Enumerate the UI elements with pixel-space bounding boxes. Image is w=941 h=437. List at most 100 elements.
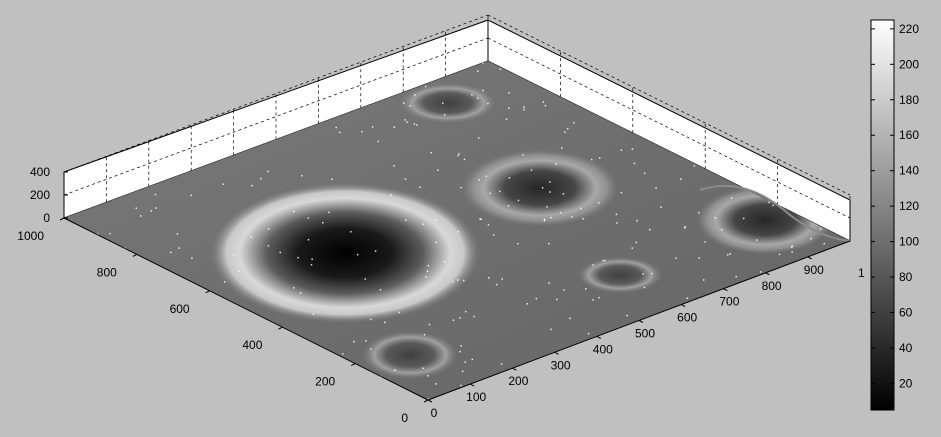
speckle: [456, 279, 459, 281]
speckle: [370, 348, 372, 350]
colorbar-tick-label: 180: [899, 93, 919, 107]
y-tick-label: 800: [97, 265, 117, 279]
speckle: [648, 228, 651, 231]
colorbar-tick-label: 160: [899, 128, 919, 142]
speckle: [279, 251, 282, 254]
speckle: [293, 210, 295, 213]
x-tick-label: 0: [431, 406, 438, 420]
speckle: [598, 296, 600, 299]
speckle: [356, 253, 359, 256]
y-tick-mark: [59, 217, 65, 221]
speckle: [508, 107, 510, 109]
speckle: [471, 94, 473, 96]
z-tick-label: 400: [30, 165, 50, 179]
speckle: [660, 206, 662, 208]
speckle: [615, 213, 618, 216]
speckle: [592, 299, 594, 301]
x-tick-mark: [680, 304, 686, 308]
speckle: [702, 279, 705, 281]
speckle: [598, 202, 600, 204]
speckle: [791, 251, 793, 253]
speckle: [463, 279, 465, 282]
y-tick-label: 600: [170, 302, 190, 316]
y-tick-mark: [350, 363, 356, 367]
x-axis-end-label: 1: [858, 266, 865, 280]
speckle: [482, 62, 484, 64]
speckle: [693, 165, 696, 167]
speckle: [406, 121, 409, 123]
speckle: [616, 222, 618, 224]
speckle: [592, 264, 594, 266]
colorbar-tick-label: 140: [899, 164, 919, 178]
speckle: [464, 310, 467, 313]
axes-box: [63, 14, 851, 242]
speckle: [427, 375, 429, 377]
speckle: [370, 318, 372, 321]
speckle: [698, 257, 700, 259]
speckle: [414, 94, 416, 96]
x-tick-mark: [596, 335, 602, 339]
x-tick-mark: [554, 351, 559, 355]
speckle: [823, 242, 825, 245]
speckle: [760, 271, 762, 273]
speckle: [427, 398, 430, 400]
surface-edge-bump: [699, 184, 851, 242]
speckle: [232, 254, 235, 256]
speckle: [150, 210, 153, 212]
speckle: [405, 219, 407, 221]
speckle: [435, 219, 437, 221]
speckle: [727, 254, 729, 256]
speckle: [460, 186, 463, 189]
speckle: [546, 206, 548, 208]
speckle: [582, 218, 584, 220]
x-tick-mark: [427, 399, 433, 403]
speckle: [364, 278, 367, 280]
speckle: [473, 315, 475, 318]
speckle: [791, 245, 794, 247]
speckle: [251, 184, 253, 187]
speckle: [548, 242, 550, 245]
speckle: [505, 118, 508, 120]
speckle: [260, 177, 262, 180]
speckle: [140, 215, 142, 217]
speckle: [585, 288, 587, 290]
speckle: [720, 228, 723, 231]
speckle: [526, 303, 528, 305]
speckle: [311, 258, 313, 260]
crater-upper-middle: [462, 150, 618, 226]
speckle: [342, 353, 344, 355]
speckle: [459, 317, 461, 319]
speckle: [485, 175, 487, 177]
x-tick-label: 100: [466, 390, 486, 404]
speckle: [620, 149, 623, 152]
speckle: [464, 361, 466, 363]
speckle: [729, 253, 731, 255]
speckle: [573, 122, 575, 124]
speckle: [424, 85, 427, 88]
y-tick-mark: [278, 326, 283, 330]
speckle: [517, 199, 520, 202]
speckle: [517, 242, 519, 245]
speckle: [636, 219, 638, 222]
speckle: [501, 278, 503, 280]
speckle: [312, 313, 315, 316]
y-tick-label: 400: [242, 338, 262, 352]
colorbar-tick-label: 40: [899, 341, 913, 355]
colorbar-tick-label: 200: [899, 57, 919, 71]
speckle: [730, 197, 733, 199]
speckle: [522, 154, 524, 156]
speckle: [398, 311, 400, 314]
speckle: [458, 153, 460, 155]
speckle: [460, 345, 462, 347]
speckle: [307, 238, 310, 241]
speckle: [374, 250, 377, 252]
speckle: [482, 89, 484, 92]
speckle: [419, 186, 421, 188]
speckle: [564, 131, 566, 133]
speckle: [587, 332, 590, 335]
speckle: [96, 233, 99, 235]
speckle: [499, 190, 501, 193]
speckle: [238, 270, 240, 273]
speckle: [377, 140, 379, 143]
speckle: [404, 119, 406, 121]
